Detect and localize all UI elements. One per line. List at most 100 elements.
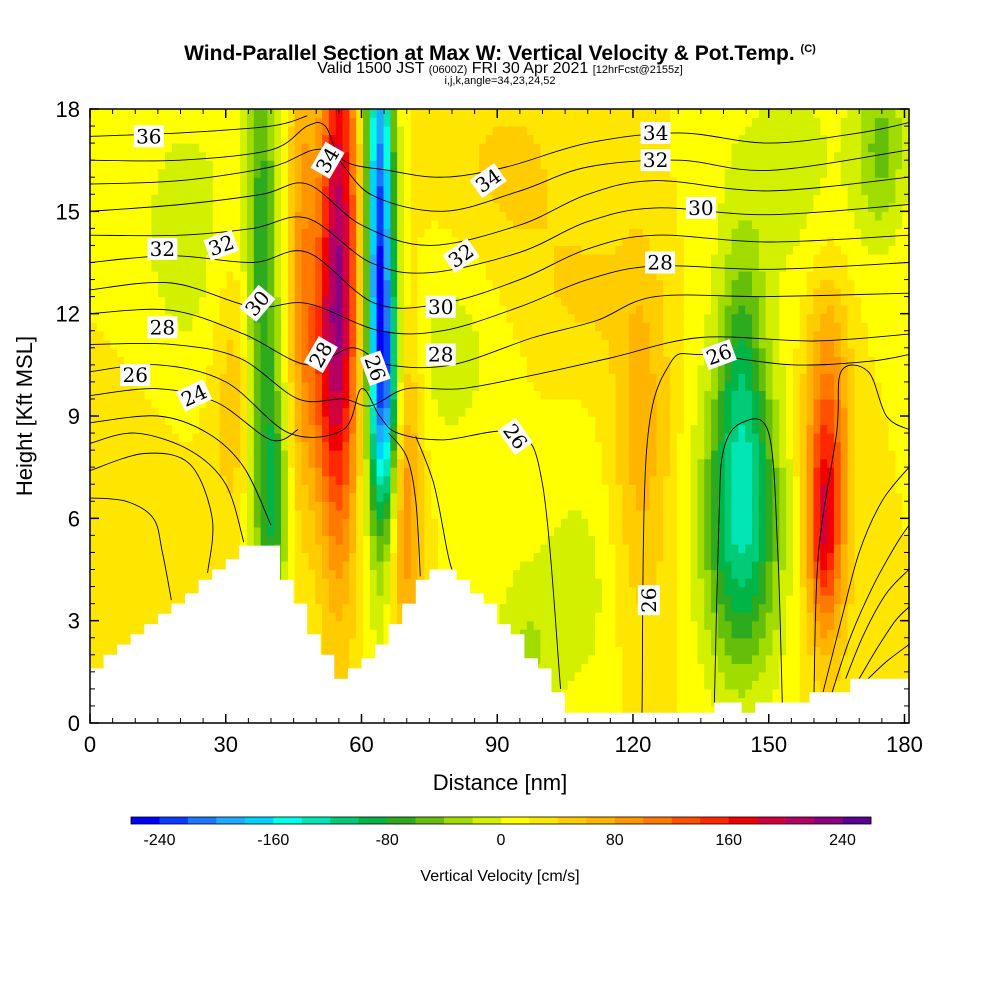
w-cell xyxy=(376,603,385,613)
w-cell xyxy=(117,253,125,264)
w-cell xyxy=(328,492,337,502)
w-cell xyxy=(383,279,391,289)
w-cell xyxy=(226,330,234,340)
w-cell xyxy=(260,253,269,264)
w-cell xyxy=(335,373,344,383)
w-cell xyxy=(499,347,507,357)
w-cell xyxy=(342,492,350,502)
w-cell xyxy=(308,569,316,579)
w-cell xyxy=(465,228,473,238)
w-cell xyxy=(137,109,146,119)
w-cell xyxy=(144,117,153,127)
w-cell xyxy=(342,177,350,187)
w-cell xyxy=(294,560,303,571)
w-cell xyxy=(328,543,337,554)
w-cell xyxy=(547,543,555,554)
w-cell xyxy=(328,441,337,451)
w-cell xyxy=(137,450,146,460)
w-cell xyxy=(185,373,193,383)
w-cell xyxy=(267,433,275,443)
w-cell xyxy=(226,373,234,383)
w-cell xyxy=(342,663,350,673)
w-cell xyxy=(253,356,262,366)
w-cell xyxy=(219,543,228,554)
w-cell xyxy=(260,211,269,221)
w-cell xyxy=(246,228,255,238)
w-cell xyxy=(410,211,419,221)
w-cell xyxy=(369,646,378,656)
w-cell xyxy=(117,117,125,127)
w-cell xyxy=(356,322,364,332)
w-cell xyxy=(451,492,460,502)
w-cell xyxy=(506,416,514,426)
w-cell xyxy=(335,543,344,554)
w-cell xyxy=(499,398,507,409)
w-cell xyxy=(219,194,228,204)
w-cell xyxy=(492,202,501,212)
w-cell xyxy=(137,160,146,170)
w-cell xyxy=(124,305,132,315)
w-cell xyxy=(130,526,139,536)
w-cell xyxy=(438,475,446,485)
w-cell xyxy=(349,518,357,528)
w-cell xyxy=(376,586,385,596)
w-cell xyxy=(199,219,207,229)
w-cell xyxy=(383,126,391,136)
w-cell xyxy=(158,279,166,289)
w-cell xyxy=(479,253,487,264)
w-cell xyxy=(431,236,439,247)
w-cell xyxy=(451,390,460,400)
w-cell xyxy=(356,492,364,502)
w-cell xyxy=(233,390,241,400)
w-cell xyxy=(397,475,405,485)
w-cell xyxy=(124,433,132,443)
w-cell xyxy=(547,143,555,153)
w-cell xyxy=(349,390,357,400)
w-cell xyxy=(390,467,398,477)
w-cell xyxy=(342,305,350,315)
w-cell xyxy=(130,253,139,264)
w-cell xyxy=(240,228,248,238)
w-cell xyxy=(301,526,309,536)
w-cell xyxy=(390,578,398,588)
w-cell xyxy=(165,160,173,170)
w-cell xyxy=(472,109,480,119)
w-cell xyxy=(410,501,419,511)
w-cell xyxy=(328,185,337,195)
w-cell xyxy=(219,151,228,161)
w-cell xyxy=(547,185,555,195)
w-cell xyxy=(144,509,153,519)
w-cell xyxy=(335,271,344,281)
w-cell xyxy=(301,347,309,357)
w-cell xyxy=(540,364,548,374)
w-cell xyxy=(322,330,330,340)
w-cell xyxy=(410,236,419,247)
w-cell xyxy=(506,228,514,238)
w-cell xyxy=(90,407,98,417)
w-cell xyxy=(165,296,173,306)
w-cell xyxy=(547,330,555,340)
w-cell xyxy=(90,236,98,247)
w-cell xyxy=(267,151,275,161)
w-cell xyxy=(533,416,542,426)
w-cell xyxy=(90,381,98,392)
w-cell xyxy=(383,629,391,639)
w-cell xyxy=(130,450,139,460)
w-cell xyxy=(137,211,146,221)
w-cell xyxy=(397,356,405,366)
w-cell xyxy=(206,569,214,579)
w-cell xyxy=(240,475,248,485)
w-cell xyxy=(165,194,173,204)
w-cell xyxy=(206,543,214,554)
w-cell xyxy=(519,219,528,229)
w-cell xyxy=(151,117,159,127)
w-cell xyxy=(171,168,180,178)
w-cell xyxy=(403,433,412,443)
w-cell xyxy=(158,109,166,119)
w-cell xyxy=(240,484,248,494)
w-cell xyxy=(397,492,405,502)
w-cell xyxy=(246,484,255,494)
w-cell xyxy=(513,296,521,306)
w-cell xyxy=(90,663,98,673)
w-cell xyxy=(281,219,289,229)
